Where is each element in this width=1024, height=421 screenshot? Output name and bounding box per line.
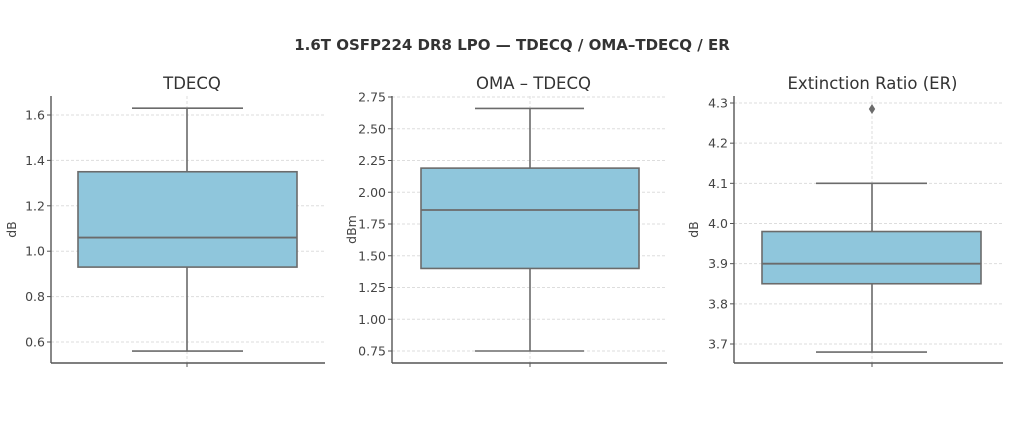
iqr-box (420, 167, 640, 270)
y-tick-label: 1.00 (358, 312, 386, 327)
subplot-title: TDECQ (162, 74, 221, 93)
y-tick-label: 4.1 (708, 176, 728, 191)
y-tick-label: 0.6 (25, 335, 45, 350)
y-tick-label: 3.9 (708, 256, 728, 271)
y-tick-label: 4.3 (708, 96, 728, 111)
figure-title: 1.6T OSFP224 DR8 LPO — TDECQ / OMA–TDECQ… (294, 36, 730, 54)
subplot-title: OMA – TDECQ (476, 74, 591, 93)
y-tick-label: 4.2 (708, 136, 728, 151)
oma-tdecq-panel: 0.75 1.00 1.25 1.50 1.75 2.00 2.25 2.50 2.75 OMA … (344, 74, 667, 367)
y-tick-label: 2.75 (358, 90, 386, 105)
iqr-box (77, 170, 298, 268)
tdecq-panel: 0.6 0.8 1.0 1.2 1.4 1.6 TDECQ dB (4, 74, 325, 367)
iqr-box (761, 230, 982, 285)
y-axis-label: dB (4, 221, 19, 238)
extinction-ratio-panel: 3.7 3.8 3.9 4.0 4.1 4.2 4.3 Extinction Ratio (E… (686, 74, 1003, 367)
y-tick-label: 0.75 (358, 344, 386, 359)
y-tick-label: 1.75 (358, 217, 386, 232)
y-axis-label: dBm (344, 215, 359, 244)
y-tick-label: 1.4 (25, 153, 45, 168)
y-axis-label: dB (686, 221, 701, 238)
outlier-marker (868, 104, 876, 115)
subplot-title: Extinction Ratio (ER) (788, 74, 958, 93)
y-tick-label: 3.7 (708, 337, 728, 352)
y-tick-label: 1.6 (25, 108, 45, 123)
y-tick-label: 0.8 (25, 289, 45, 304)
y-tick-label: 2.25 (358, 153, 386, 168)
y-tick-label: 1.50 (358, 248, 386, 263)
y-tick-label: 4.0 (708, 216, 728, 231)
y-tick-label: 1.0 (25, 244, 45, 259)
y-tick-label: 2.00 (358, 185, 386, 200)
y-tick-label: 1.2 (25, 198, 45, 213)
y-tick-label: 2.50 (358, 121, 386, 136)
y-tick-label: 3.8 (708, 296, 728, 311)
y-tick-label: 1.25 (358, 280, 386, 295)
